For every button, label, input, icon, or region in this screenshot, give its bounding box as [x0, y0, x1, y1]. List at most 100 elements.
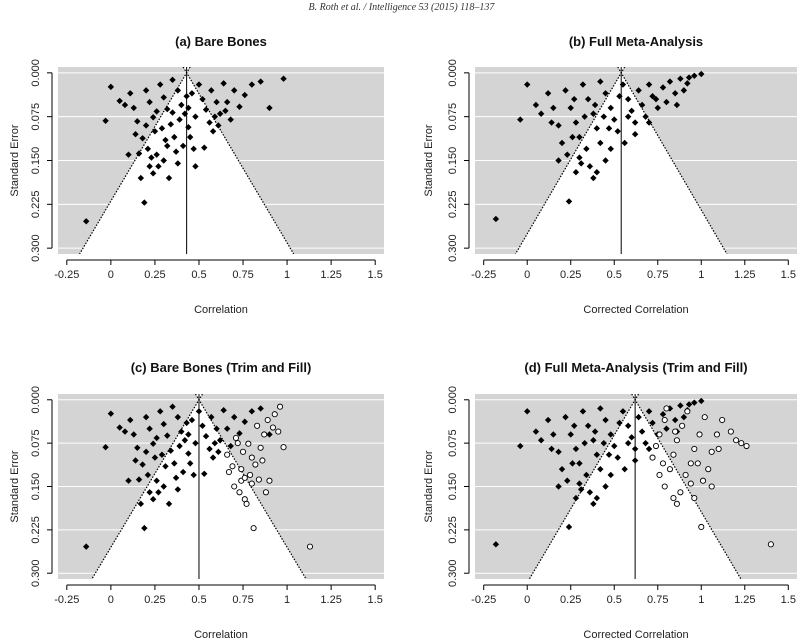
observed-study-point — [652, 95, 660, 103]
observed-study-point — [174, 413, 182, 421]
observed-study-point — [691, 72, 698, 79]
imputed-study-point — [659, 460, 667, 467]
x-tick-label: 1.25 — [734, 594, 755, 606]
observed-study-point — [591, 428, 599, 435]
y-tick-label: 0.075 — [30, 429, 42, 457]
observed-study-point — [153, 108, 160, 115]
funnel-group — [492, 394, 774, 579]
observed-study-point — [181, 110, 189, 117]
observed-study-point — [192, 439, 199, 447]
observed-study-point — [673, 101, 681, 109]
observed-study-point — [572, 494, 580, 502]
observed-study-point — [584, 95, 592, 103]
observed-study-point — [157, 408, 164, 415]
observed-study-point — [188, 416, 196, 424]
panel-title: (d) Full Meta-Analysis (Trim and Fill) — [524, 360, 747, 375]
observed-study-point — [631, 457, 639, 464]
imputed-study-point — [241, 474, 248, 481]
observed-study-point — [663, 98, 670, 106]
observed-study-point — [179, 468, 187, 476]
imputed-study-point — [691, 445, 698, 452]
imputed-study-point — [250, 525, 257, 532]
observed-study-point — [172, 148, 180, 155]
observed-study-point — [685, 74, 693, 81]
observed-study-point — [565, 198, 573, 205]
observed-study-point — [572, 168, 580, 176]
observed-study-point — [607, 145, 614, 153]
observed-study-point — [248, 81, 256, 88]
observed-study-point — [142, 122, 150, 129]
observed-study-point — [151, 128, 159, 135]
observed-study-point — [605, 451, 613, 458]
observed-study-point — [616, 93, 623, 100]
imputed-study-point — [699, 477, 707, 484]
x-axis-title: Corrected Correlation — [583, 629, 688, 641]
observed-study-point — [130, 104, 137, 112]
observed-study-point — [607, 431, 614, 438]
imputed-study-point — [691, 495, 698, 502]
observed-study-point — [614, 454, 621, 461]
imputed-study-point — [234, 440, 241, 447]
observed-study-point — [663, 425, 670, 432]
observed-study-point — [151, 454, 159, 461]
observed-study-point — [593, 168, 601, 176]
observed-study-point — [597, 405, 604, 412]
observed-study-point — [149, 170, 157, 177]
observed-study-point — [174, 87, 182, 94]
observed-study-point — [642, 439, 649, 447]
imputed-study-point — [236, 489, 243, 496]
observed-study-point — [677, 75, 684, 82]
imputed-study-point — [677, 489, 684, 496]
funnel-left-boundary — [514, 67, 626, 254]
observed-study-point — [567, 104, 574, 112]
x-tick-label: -0.25 — [54, 594, 79, 606]
observed-study-point — [141, 524, 148, 532]
observed-study-point — [220, 80, 227, 87]
observed-study-point — [492, 215, 500, 223]
imputed-study-point — [666, 466, 673, 473]
observed-study-point — [149, 114, 157, 121]
observed-study-point — [121, 101, 129, 109]
observed-study-point — [492, 541, 500, 548]
y-tick-label: 0.150 — [447, 147, 459, 175]
observed-study-point — [698, 70, 705, 78]
observed-study-point — [211, 439, 219, 447]
observed-study-point — [569, 133, 576, 141]
imputed-study-point — [245, 440, 252, 447]
observed-study-point — [567, 431, 574, 438]
observed-study-point — [116, 424, 123, 431]
observed-study-point — [579, 81, 587, 88]
observed-study-point — [671, 90, 679, 97]
observed-study-point — [581, 113, 588, 120]
funnel-right-boundary — [617, 67, 728, 254]
y-tick-label: 0.000 — [30, 59, 42, 87]
observed-study-point — [680, 87, 688, 94]
observed-study-point — [144, 145, 152, 153]
observed-study-point — [135, 476, 143, 483]
funnel-group — [82, 394, 314, 579]
observed-study-point — [165, 500, 173, 508]
observed-study-point — [190, 145, 197, 153]
x-tick-label: 0 — [524, 594, 530, 606]
observed-study-point — [142, 413, 150, 421]
observed-study-point — [185, 450, 192, 457]
observed-study-point — [241, 418, 248, 425]
observed-study-point — [169, 76, 176, 84]
observed-study-point — [624, 422, 632, 429]
imputed-study-point — [672, 428, 679, 435]
observed-study-point — [600, 439, 607, 447]
x-tick-label: 1 — [284, 594, 290, 606]
observed-study-point — [241, 91, 248, 99]
imputed-study-point — [269, 424, 277, 431]
panel-title: (a) Bare Bones — [175, 34, 267, 49]
observed-study-point — [614, 128, 621, 135]
observed-study-point — [134, 118, 141, 125]
observed-study-point — [649, 93, 656, 100]
y-tick-label: 0.075 — [447, 429, 459, 457]
observed-study-point — [155, 163, 162, 170]
observed-study-point — [178, 428, 185, 435]
imputed-study-point — [232, 434, 240, 441]
imputed-study-point — [673, 500, 680, 507]
imputed-study-point — [696, 431, 703, 438]
imputed-study-point — [252, 461, 259, 468]
